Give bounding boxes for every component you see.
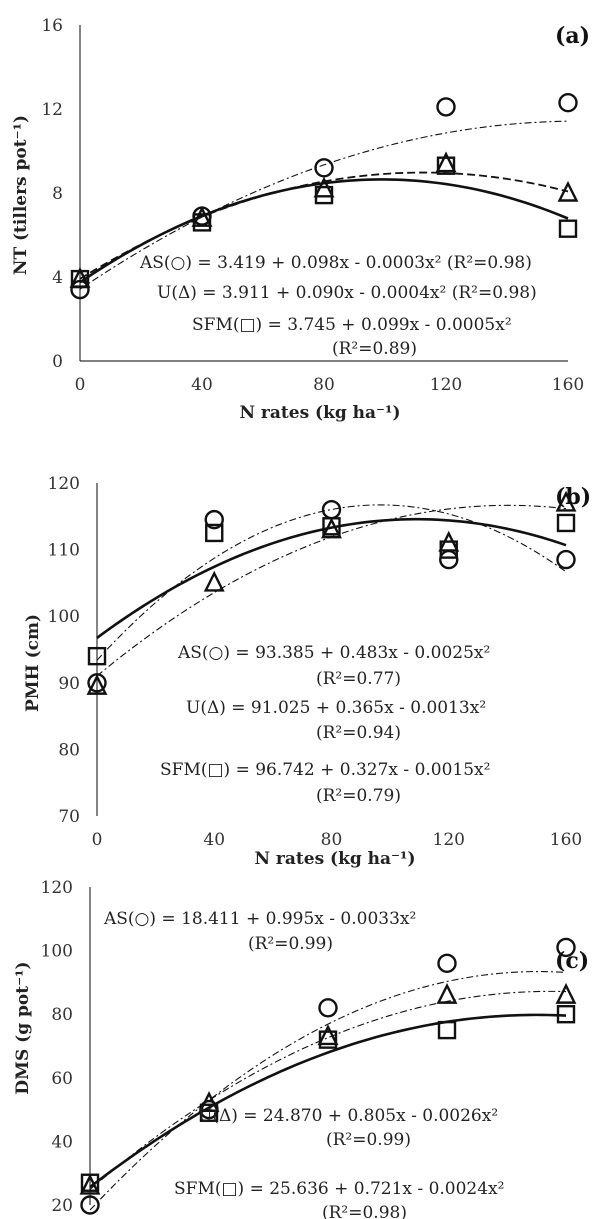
point-triangle — [555, 490, 577, 512]
point-circle — [556, 549, 576, 570]
y-tick-label: 4 — [52, 268, 63, 288]
point-circle — [556, 937, 576, 958]
point-circle — [436, 97, 456, 117]
point-square — [437, 1020, 457, 1040]
point-triangle — [557, 180, 579, 202]
x-tick-label: 160 — [550, 830, 582, 850]
point-circle — [314, 158, 334, 178]
x-tick-label: 80 — [321, 830, 343, 850]
y-tick-label: 0 — [52, 352, 63, 372]
point-triangle — [86, 673, 108, 695]
r2-u-c: (R²=0.99) — [326, 1130, 411, 1150]
fit-curve-circle — [89, 970, 567, 1211]
panel-label-a: (a) — [555, 23, 590, 49]
point-square — [558, 219, 578, 238]
y-tick-label: 40 — [51, 1132, 73, 1152]
equation-sfm-b: SFM(□) = 96.742 + 0.327x - 0.0015x² — [160, 760, 490, 780]
equation-sfm-c: SFM(□) = 25.636 + 0.721x - 0.0024x² — [174, 1179, 504, 1199]
fit-curve-circle — [79, 120, 569, 290]
x-tick-label: 80 — [313, 375, 335, 395]
x-tick-label: 160 — [552, 375, 584, 395]
x-tick-label: 120 — [433, 830, 465, 850]
point-square — [436, 156, 456, 175]
y-tick-label: 20 — [51, 1196, 73, 1216]
point-circle — [318, 998, 338, 1018]
y-tick-label: 70 — [58, 807, 80, 827]
x-tick-label: 120 — [430, 375, 462, 395]
point-circle — [437, 953, 457, 974]
point-square — [314, 185, 334, 205]
point-square — [556, 1005, 576, 1024]
r2-sfm-b: (R²=0.79) — [316, 786, 401, 806]
point-triangle — [191, 206, 213, 227]
y-tick-label: 80 — [58, 740, 80, 760]
point-triangle — [79, 1173, 101, 1195]
y-axis-label-b: PMH (cm) — [23, 614, 43, 712]
x-axis-label-b: N rates (kg ha⁻¹) — [254, 849, 415, 869]
equation-as-c: AS(○) = 18.411 + 0.995x - 0.0033x² — [103, 909, 416, 929]
x-axis-label-a: N rates (kg ha⁻¹) — [239, 403, 400, 423]
y-axis-label-c: DMS (g pot⁻¹) — [13, 961, 33, 1094]
point-square — [318, 1030, 338, 1049]
y-tick-label: 110 — [48, 541, 80, 561]
fit-curve-triangle — [89, 990, 567, 1190]
r2-sfm-a: (R²=0.89) — [332, 339, 417, 359]
point-circle — [70, 279, 90, 300]
chart-b: 70 80 90 100 110 120 0 40 80 120 160 (b) N rates (… — [23, 474, 591, 869]
point-square — [199, 1103, 219, 1122]
point-triangle — [198, 1091, 220, 1112]
point-square — [322, 517, 341, 536]
equation-as-a: AS(○) = 3.419 + 0.098x - 0.0003x² (R²=0.… — [139, 253, 532, 273]
r2-u-b: (R²=0.94) — [316, 723, 401, 743]
x-tick-label: 40 — [191, 375, 213, 395]
y-tick-label: 60 — [51, 1069, 73, 1089]
y-tick-label: 90 — [58, 674, 80, 694]
fit-curve-square — [79, 178, 569, 284]
y-tick-label: 100 — [41, 942, 73, 962]
x-tick-label: 0 — [92, 830, 103, 850]
panel-label-c: (c) — [555, 948, 589, 974]
equation-u-c: U(Δ) = 24.870 + 0.805x - 0.0026x² — [198, 1106, 498, 1126]
y-tick-label: 100 — [48, 607, 80, 627]
point-triangle — [317, 1024, 339, 1046]
point-circle — [558, 92, 578, 113]
point-square — [192, 213, 212, 232]
y-tick-label: 80 — [51, 1005, 73, 1025]
point-square — [439, 540, 458, 559]
point-triangle — [436, 982, 458, 1004]
point-triangle — [435, 151, 457, 173]
fit-curve-square — [89, 1013, 567, 1189]
point-circle — [204, 509, 224, 530]
point-triangle — [555, 982, 577, 1004]
fit-curve-square — [96, 517, 567, 639]
equation-as-b: AS(○) = 93.385 + 0.483x - 0.0025x² — [177, 643, 490, 663]
point-circle — [80, 1195, 100, 1215]
panel-label-b: (b) — [555, 484, 591, 510]
y-tick-label: 120 — [48, 474, 80, 494]
y-tick-label: 12 — [41, 100, 63, 120]
point-triangle — [321, 517, 342, 539]
equation-u-a: U(Δ) = 3.911 + 0.090x - 0.0004x² (R²=0.9… — [157, 283, 537, 303]
x-tick-label: 40 — [203, 830, 225, 850]
point-triangle — [203, 570, 225, 592]
equation-sfm-a: SFM(□) = 3.745 + 0.099x - 0.0005x² — [192, 315, 512, 335]
y-tick-label: 8 — [52, 184, 63, 204]
point-square — [556, 513, 576, 533]
r2-as-c: (R²=0.99) — [248, 934, 333, 954]
y-axis-label-a: NT (tillers pot⁻¹) — [11, 115, 31, 275]
y-tick-label: 16 — [41, 16, 63, 36]
r2-sfm-c: (R²=0.98) — [322, 1203, 407, 1219]
point-square — [87, 646, 107, 666]
equation-u-b: U(Δ) = 91.025 + 0.365x - 0.0013x² — [186, 698, 486, 718]
y-tick-label: 120 — [41, 878, 73, 898]
point-square — [205, 523, 224, 543]
point-square — [80, 1173, 100, 1192]
x-tick-label: 0 — [75, 375, 86, 395]
point-square — [70, 269, 90, 289]
r2-as-b: (R²=0.77) — [316, 669, 401, 689]
